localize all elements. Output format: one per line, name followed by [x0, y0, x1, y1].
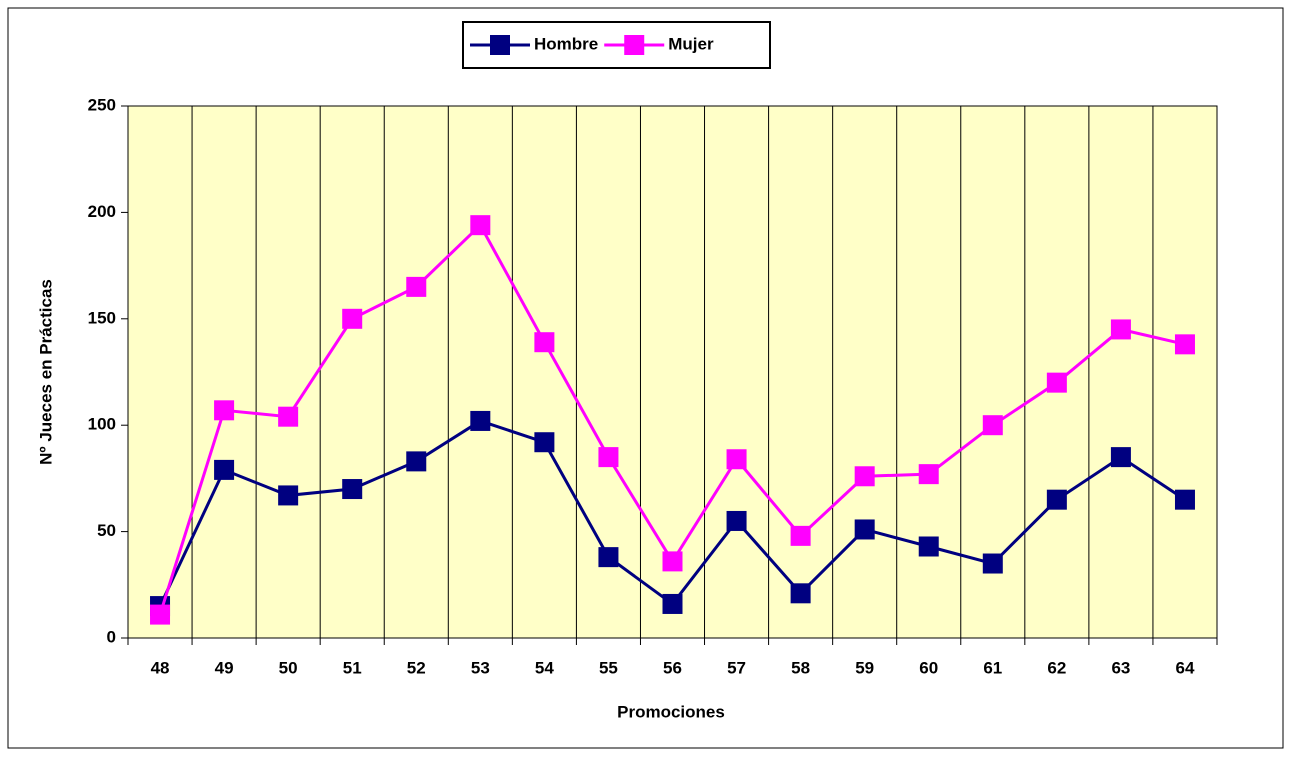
x-tick-label: 57 — [727, 658, 746, 677]
marker — [854, 466, 875, 487]
marker — [1110, 319, 1131, 340]
marker — [918, 536, 939, 557]
marker — [982, 553, 1003, 574]
x-tick-label: 53 — [471, 658, 490, 677]
marker — [342, 479, 363, 500]
marker — [278, 485, 299, 506]
marker — [726, 510, 747, 531]
marker — [214, 459, 235, 480]
x-tick-label: 49 — [215, 658, 234, 677]
marker — [982, 415, 1003, 436]
marker — [406, 276, 427, 297]
x-tick-label: 63 — [1111, 658, 1130, 677]
marker — [662, 551, 683, 572]
marker — [726, 449, 747, 470]
x-tick-label: 52 — [407, 658, 426, 677]
marker — [150, 604, 171, 625]
marker — [534, 432, 555, 453]
y-axis-label: Nº Jueces en Prácticas — [36, 279, 55, 465]
marker — [470, 215, 491, 236]
x-tick-label: 54 — [535, 658, 554, 677]
x-tick-label: 60 — [919, 658, 938, 677]
marker — [406, 451, 427, 472]
legend-label: Mujer — [668, 34, 714, 53]
marker — [470, 410, 491, 431]
y-tick-label: 200 — [88, 202, 116, 221]
marker — [1046, 372, 1067, 393]
y-tick-label: 250 — [88, 95, 116, 114]
marker — [1174, 334, 1195, 355]
marker — [918, 464, 939, 485]
x-tick-label: 50 — [279, 658, 298, 677]
marker — [214, 400, 235, 421]
marker — [854, 519, 875, 540]
marker — [598, 447, 619, 468]
legend-label: Hombre — [534, 34, 598, 53]
x-tick-label: 59 — [855, 658, 874, 677]
marker — [1110, 447, 1131, 468]
marker — [790, 583, 811, 604]
x-tick-label: 55 — [599, 658, 618, 677]
legend: Hombre Mujer — [462, 21, 771, 69]
x-tick-label: 61 — [983, 658, 1002, 677]
y-tick-label: 0 — [107, 627, 116, 646]
x-tick-label: 51 — [343, 658, 362, 677]
marker — [534, 332, 555, 353]
legend-marker — [624, 35, 645, 55]
x-tick-label: 64 — [1176, 658, 1195, 677]
legend-marker — [490, 35, 510, 55]
y-tick-label: 50 — [97, 521, 116, 540]
marker — [1174, 489, 1195, 510]
x-tick-label: 58 — [791, 658, 810, 677]
x-tick-label: 56 — [663, 658, 682, 677]
marker — [662, 593, 683, 614]
plot-area — [127, 105, 1218, 639]
marker — [278, 406, 299, 427]
x-tick-label: 62 — [1047, 658, 1066, 677]
marker — [598, 547, 619, 568]
y-tick-label: 100 — [88, 415, 116, 434]
y-tick-label: 150 — [88, 308, 116, 327]
x-tick-label: 48 — [151, 658, 170, 677]
marker — [342, 308, 363, 329]
x-axis-label: Promociones — [617, 702, 725, 721]
marker — [1046, 489, 1067, 510]
marker — [790, 525, 811, 546]
